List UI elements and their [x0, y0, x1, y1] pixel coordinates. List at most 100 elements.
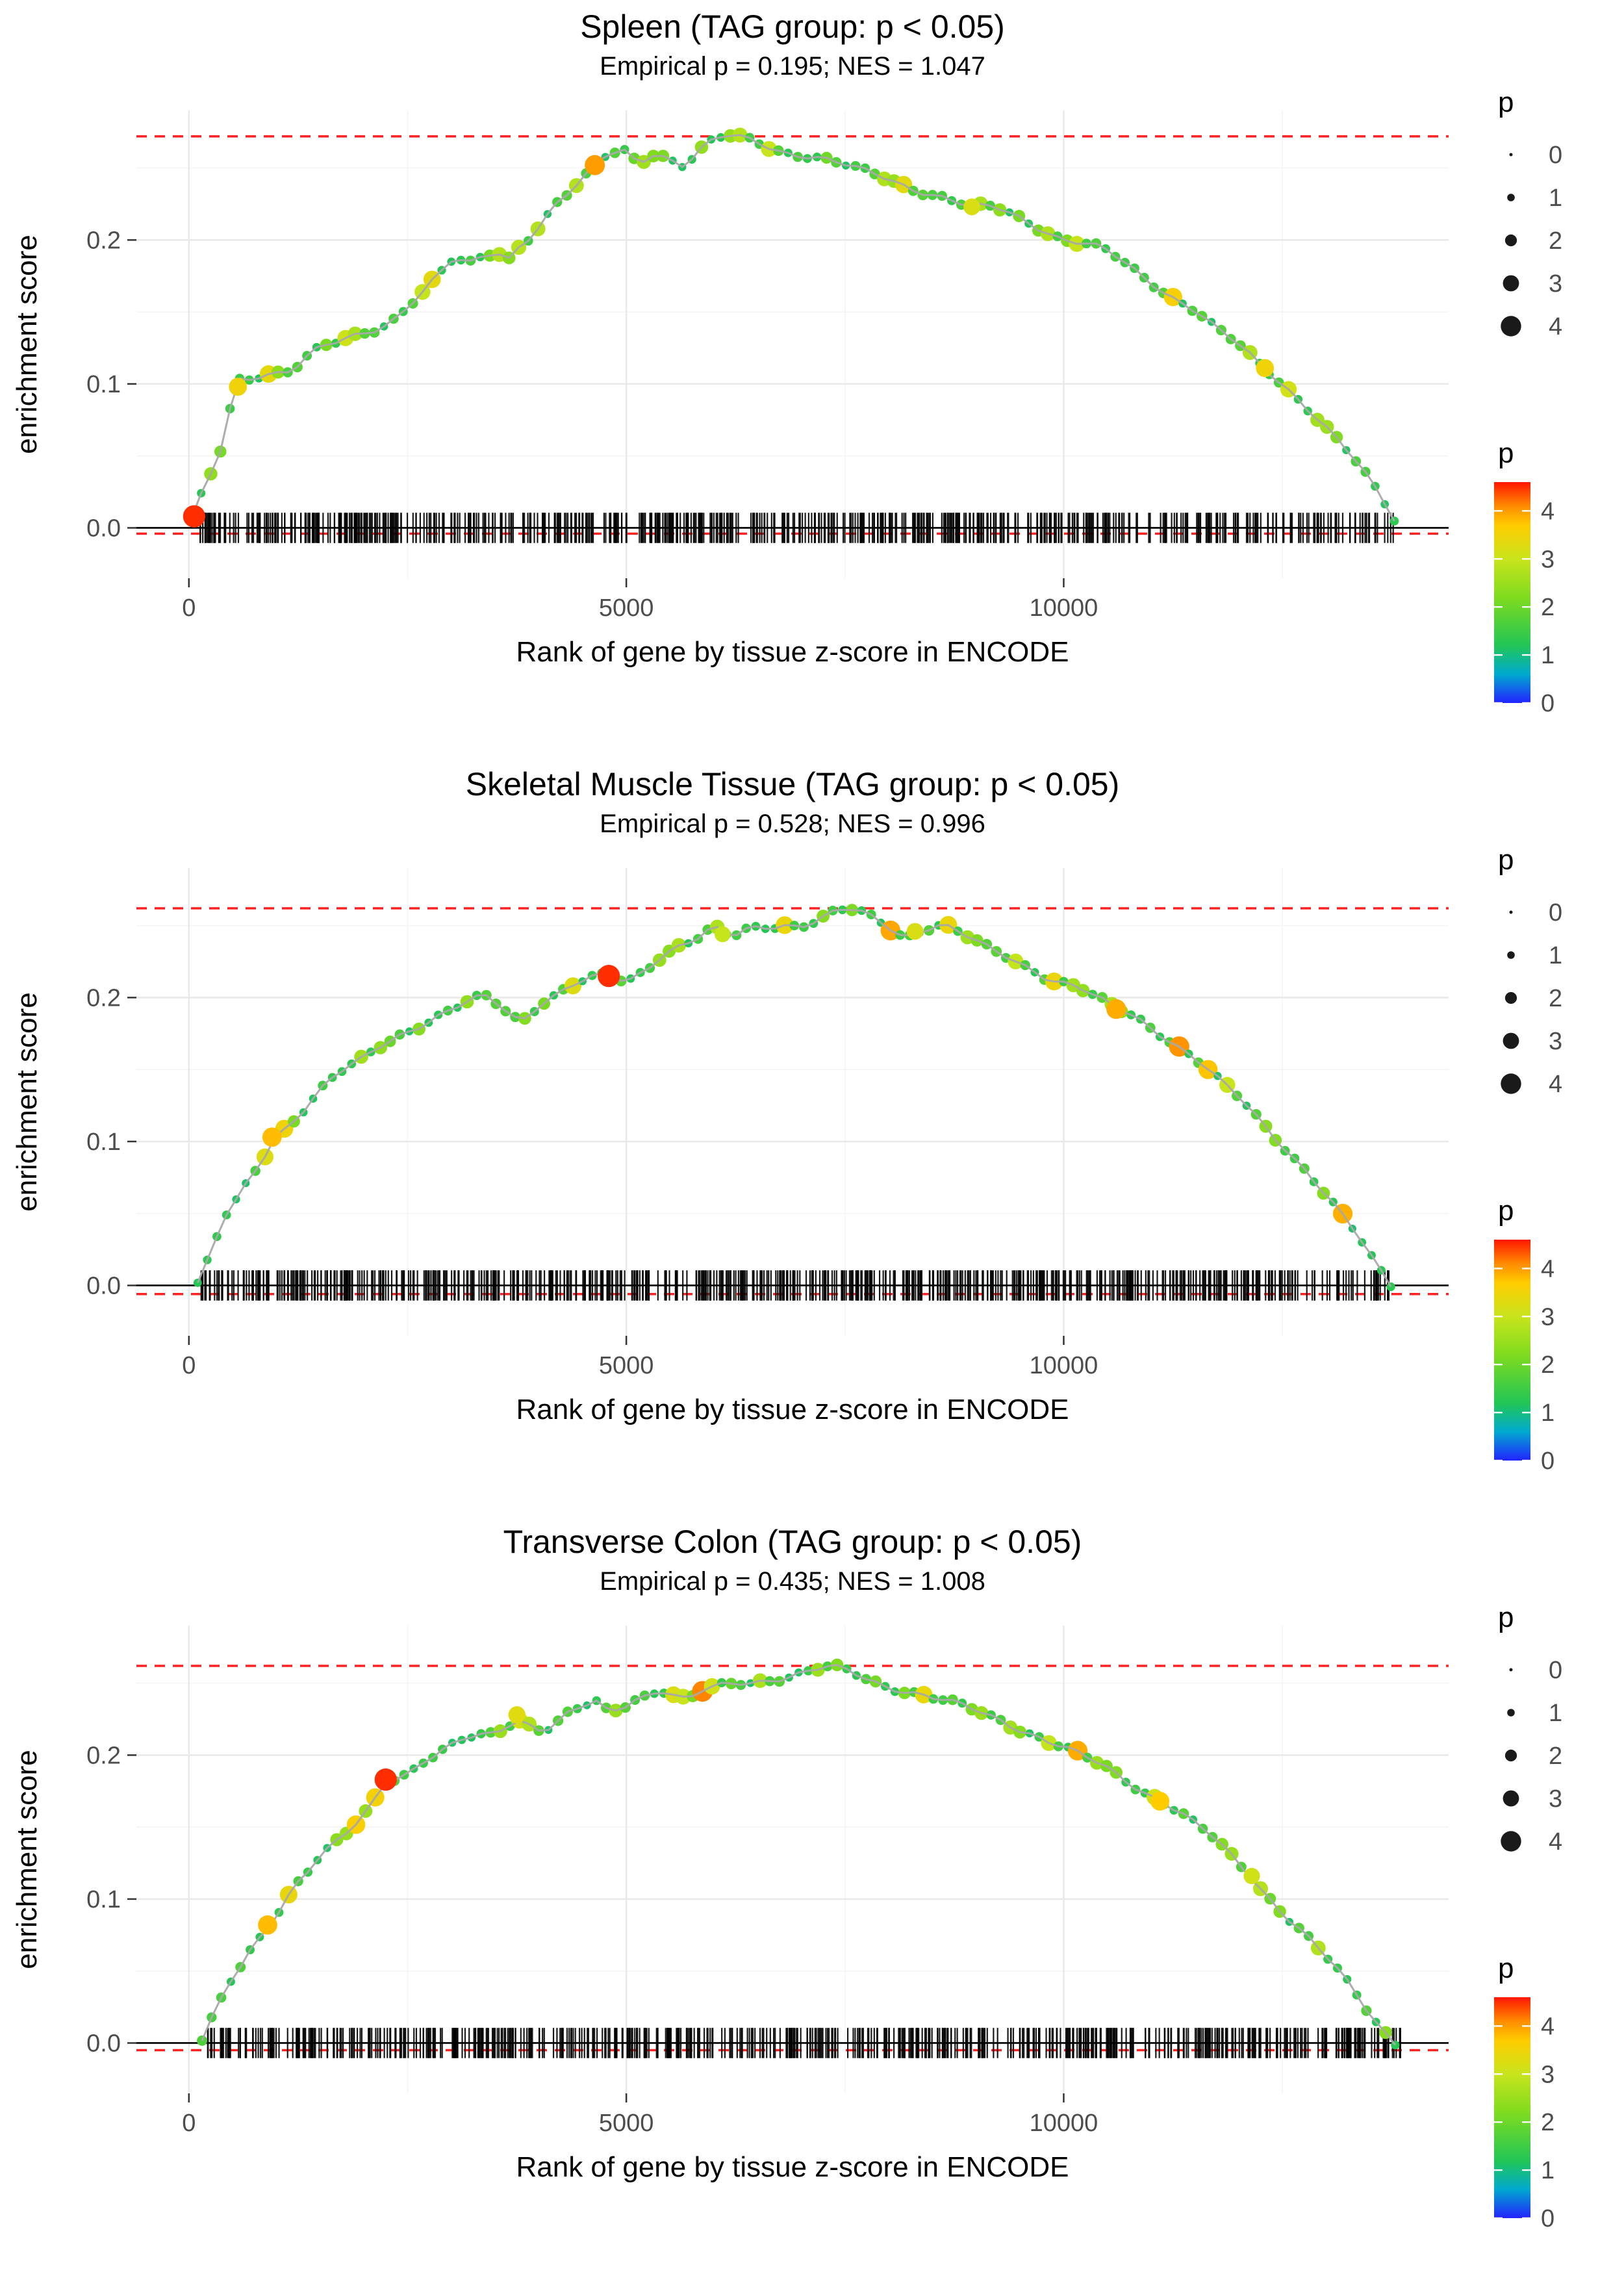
panel-spleen: Spleen (TAG group: p < 0.05) Empirical p…	[0, 0, 1624, 758]
y-tick-label: 0.2	[86, 1742, 121, 1769]
size-legend-label: 3	[1549, 1028, 1562, 1055]
gridlines-major	[136, 868, 1449, 1336]
size-legend-dot	[1503, 1790, 1519, 1807]
panel-subtitle: Empirical p = 0.195; NES = 1.047	[600, 52, 985, 81]
size-legend-dot	[1501, 1831, 1521, 1852]
size-legend-label: 2	[1549, 1743, 1562, 1770]
color-legend-label: 4	[1541, 1255, 1554, 1283]
es-highlight-points	[183, 155, 1275, 528]
x-tick-label: 5000	[599, 594, 654, 622]
color-legend-label: 1	[1541, 642, 1554, 669]
y-tick-label: 0.2	[86, 984, 121, 1012]
color-legend-title: p	[1498, 437, 1514, 469]
size-legend-dot	[1509, 153, 1513, 157]
enrichment-plot-spleen: 0 5000 10000 Rank of gene by tissue z-score…	[11, 86, 1562, 717]
x-axis: 0 5000 10000 Rank of gene by tissue z-score…	[182, 2093, 1098, 2183]
size-legend-label: 2	[1549, 985, 1562, 1012]
x-tick-label: 10000	[1030, 594, 1098, 622]
color-legend-label: 3	[1541, 2061, 1554, 2088]
color-legend-label: 0	[1541, 2205, 1554, 2232]
size-legend-dot	[1503, 275, 1519, 292]
y-axis: 0.0 0.1 0.2 enrichment score	[11, 984, 136, 1299]
color-legend-label: 0	[1541, 1448, 1554, 1475]
x-axis: 0 5000 10000 Rank of gene by tissue z-score…	[182, 578, 1098, 668]
x-tick-label: 0	[182, 594, 196, 622]
panel-subtitle: Empirical p = 0.528; NES = 0.996	[600, 810, 985, 838]
color-legend-label: 2	[1541, 1351, 1554, 1379]
color-legend-label: 2	[1541, 594, 1554, 621]
y-tick-label: 0.0	[86, 2030, 121, 2057]
panel-subtitle: Empirical p = 0.435; NES = 1.008	[600, 1567, 985, 1596]
color-legend-label: 0	[1541, 690, 1554, 717]
y-tick-label: 0.1	[86, 1129, 121, 1156]
size-legend-dot	[1503, 1032, 1519, 1049]
size-legend-dot	[1507, 194, 1515, 201]
size-legend-label: 2	[1549, 227, 1562, 255]
color-gradient-bar	[1494, 482, 1530, 703]
size-legend-label: 4	[1549, 313, 1562, 340]
size-legend-dot	[1501, 316, 1521, 337]
size-legend-dot	[1507, 1709, 1515, 1717]
color-legend-label: 4	[1541, 498, 1554, 525]
es-center-line	[196, 908, 1392, 1288]
color-legend-label: 2	[1541, 2109, 1554, 2136]
color-legend-label: 3	[1541, 546, 1554, 573]
color-gradient-bar	[1494, 1997, 1530, 2218]
x-tick-label: 0	[182, 1352, 196, 1379]
size-legend-label: 3	[1549, 1785, 1562, 1813]
size-legend-dot	[1509, 1668, 1513, 1672]
size-legend-dot	[1501, 1073, 1521, 1094]
size-legend: p 0 1 2 3 4	[1498, 1602, 1562, 1856]
y-tick-label: 0.0	[86, 515, 121, 542]
y-tick-label: 0.1	[86, 1886, 121, 1913]
size-legend-label: 1	[1549, 1700, 1562, 1727]
gridlines-minor	[136, 110, 1449, 578]
enrichment-plot-skeletal-muscle: 0 5000 10000 Rank of gene by tissue z-score…	[11, 844, 1562, 1475]
size-legend-label: 0	[1549, 142, 1562, 169]
y-axis: 0.0 0.1 0.2 enrichment score	[11, 1742, 136, 2057]
color-legend: p4 3 2 1 0	[1494, 1195, 1554, 1475]
size-legend-dot	[1509, 910, 1513, 914]
size-legend-label: 4	[1549, 1828, 1562, 1856]
size-legend-title: p	[1498, 86, 1514, 118]
size-legend: p 0 1 2 3 4	[1498, 844, 1562, 1098]
y-tick-label: 0.1	[86, 371, 121, 398]
gridlines-minor	[136, 868, 1449, 1336]
color-legend-label: 1	[1541, 2157, 1554, 2184]
gridlines-major	[136, 1626, 1449, 2093]
color-legend-label: 3	[1541, 1303, 1554, 1331]
size-legend-label: 1	[1549, 185, 1562, 212]
size-legend-dot	[1504, 1749, 1517, 1762]
panel-title: Transverse Colon (TAG group: p < 0.05)	[503, 1524, 1082, 1560]
panel-title: Skeletal Muscle Tissue (TAG group: p < 0…	[465, 766, 1120, 802]
panel-transverse-colon: Transverse Colon (TAG group: p < 0.05) E…	[0, 1515, 1624, 2273]
es-center-line	[190, 134, 1395, 522]
y-axis-title: enrichment score	[11, 992, 43, 1211]
color-legend-label: 4	[1541, 2013, 1554, 2040]
panel-title: Spleen (TAG group: p < 0.05)	[580, 8, 1005, 45]
es-center-line	[201, 1663, 1397, 2046]
enrichment-plot-transverse-colon: 0 5000 10000 Rank of gene by tissue z-score…	[11, 1602, 1562, 2232]
es-curve-points	[197, 1658, 1400, 2050]
size-legend-label: 4	[1549, 1071, 1562, 1098]
color-legend: p 4 3 2 1 0	[1494, 1952, 1554, 2232]
y-tick-label: 0.0	[86, 1272, 121, 1299]
size-legend-dot	[1504, 991, 1517, 1004]
color-legend-title: p	[1498, 1952, 1514, 1984]
color-legend-title: p	[1498, 1195, 1514, 1227]
color-legend-label: 1	[1541, 1399, 1554, 1427]
x-tick-label: 5000	[599, 2110, 654, 2137]
size-legend-label: 1	[1549, 942, 1562, 969]
es-highlight-points	[258, 1706, 1260, 1935]
y-axis: 0.0 0.1 0.2 enrichment score	[11, 227, 136, 542]
x-tick-label: 10000	[1030, 1352, 1098, 1379]
color-legend: p 4 3 2 1 0	[1494, 437, 1554, 717]
x-tick-label: 5000	[599, 1352, 654, 1379]
size-legend-dot	[1507, 951, 1515, 959]
y-axis-title: enrichment score	[11, 235, 43, 454]
size-legend-label: 0	[1549, 1657, 1562, 1684]
size-legend-title: p	[1498, 1602, 1514, 1633]
size-legend: p 0 1 2 3 4	[1498, 86, 1562, 340]
x-axis-title: Rank of gene by tissue z-score in ENCODE	[516, 1394, 1069, 1425]
